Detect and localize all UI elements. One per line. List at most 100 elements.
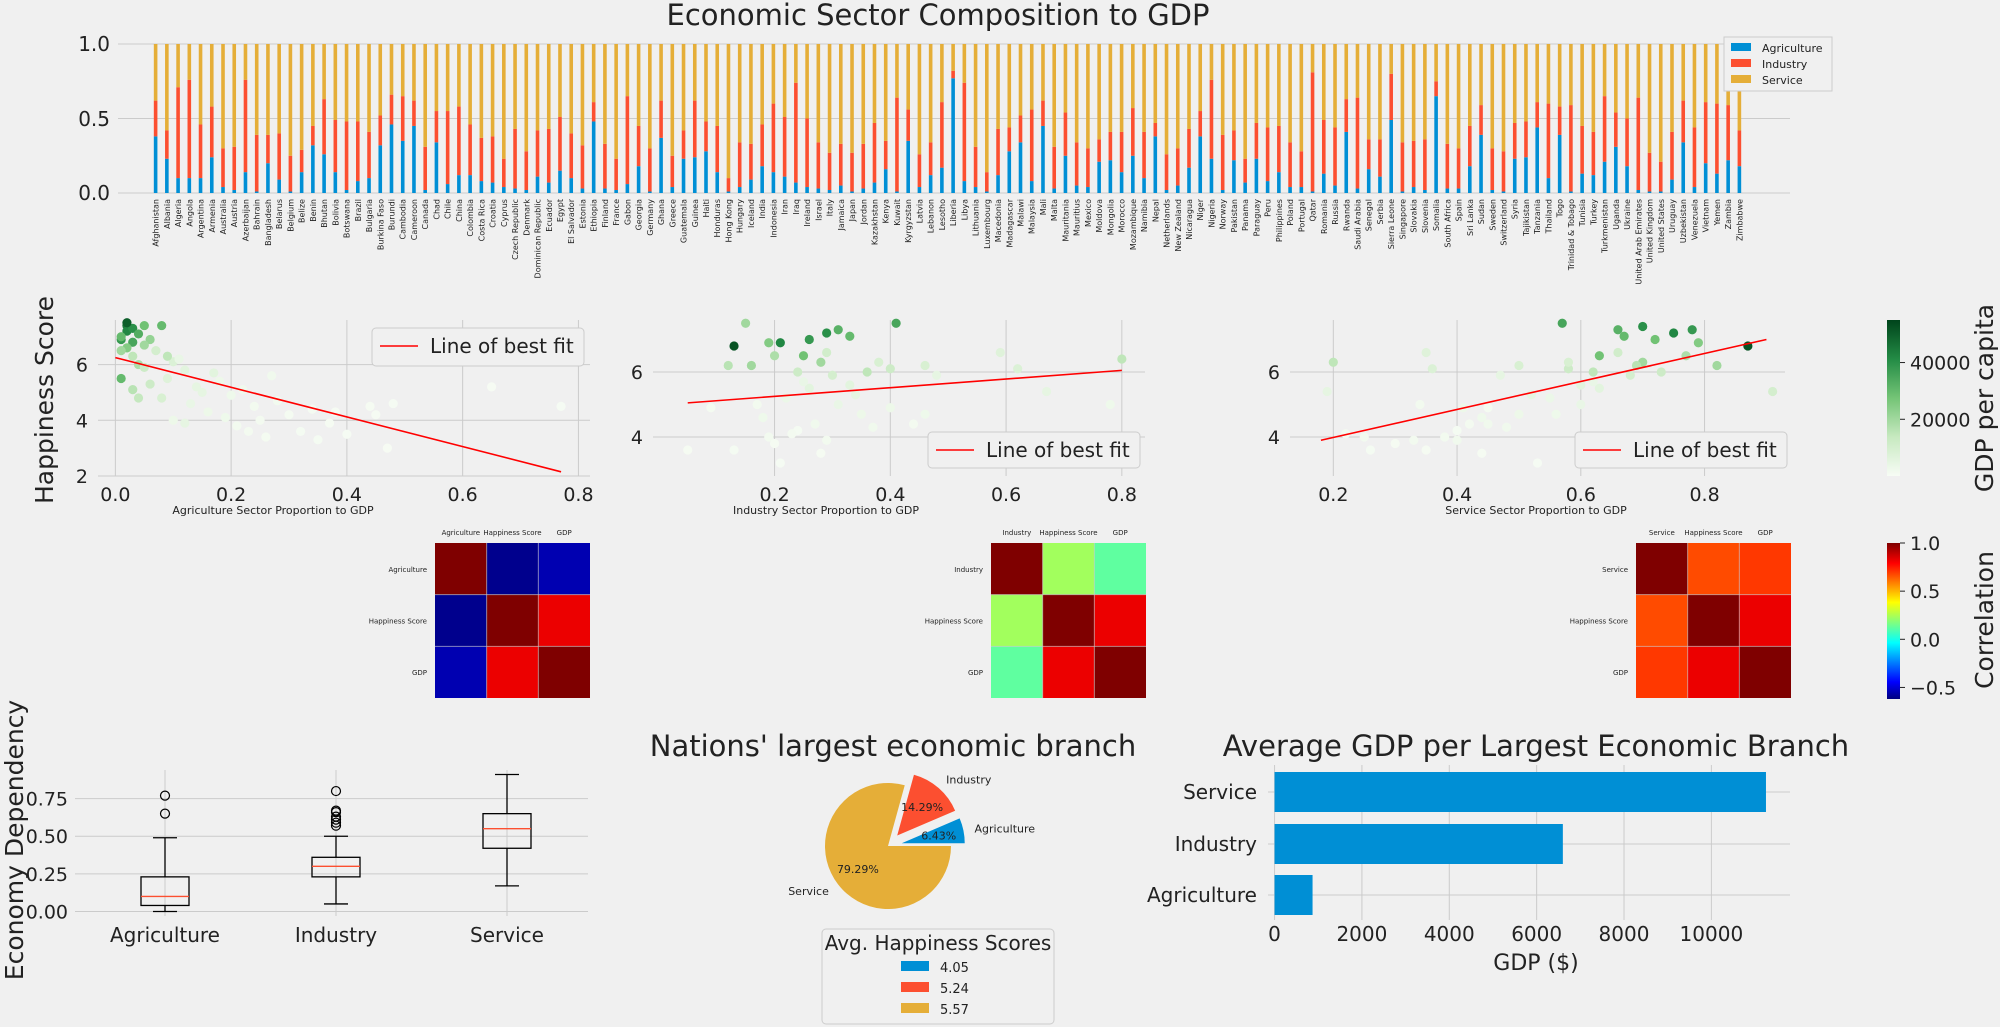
bar-service <box>1546 44 1551 104</box>
x-tick-label: Philippines <box>1275 199 1284 242</box>
bar-service <box>940 44 944 103</box>
x-tick-label: Moldova <box>1095 199 1104 233</box>
x-axis-label: GDP ($) <box>1493 951 1578 976</box>
scatter-point <box>810 419 820 429</box>
x-tick-label: Uganda <box>1612 199 1621 230</box>
bar-agriculture <box>1119 172 1124 193</box>
scatter-point <box>209 368 219 378</box>
x-tick-label: Burkina Faso <box>376 199 385 250</box>
bar-agriculture <box>513 188 517 193</box>
x-tick-label: Norway <box>1219 199 1228 230</box>
legend-label: 5.57 <box>940 1003 969 1018</box>
fit-line <box>1320 338 1767 442</box>
bar-agriculture <box>805 187 809 193</box>
bar-service <box>670 44 675 156</box>
bar-service <box>198 44 203 125</box>
bar-industry <box>1310 72 1315 192</box>
heatmap-cell <box>435 646 487 698</box>
x-tick-label: Gabon <box>623 199 632 225</box>
x-tick-label: Greece <box>668 199 677 228</box>
bar-agriculture <box>1546 178 1551 193</box>
legend-label: Industry <box>1762 58 1808 71</box>
scatter-point <box>1415 399 1425 410</box>
scatter-point <box>752 399 762 410</box>
bar-agriculture <box>1378 176 1382 193</box>
scatter-point <box>787 429 797 439</box>
bar-industry <box>311 125 315 146</box>
bar-service <box>973 44 978 147</box>
heatmap-cell <box>1687 594 1740 647</box>
x-tick-label: Guinea <box>691 199 700 227</box>
scatter-point <box>162 351 173 361</box>
bar-industry <box>580 145 585 189</box>
scatter-point <box>267 371 277 381</box>
bar-agriculture <box>1265 181 1270 193</box>
fit-line <box>687 369 1122 404</box>
scatter-point <box>128 351 138 361</box>
bar-agriculture <box>906 140 910 193</box>
bar-agriculture <box>232 190 237 193</box>
tick-labels: Agriculture Industry Service 0 2000 4000 6000 8… <box>1147 780 1743 946</box>
x-tick-label: 4000 <box>1424 922 1475 946</box>
bar-service <box>1535 44 1540 103</box>
bar-service <box>1512 44 1517 123</box>
heatmap-col-label: Happiness Score <box>1684 529 1742 537</box>
bar-industry <box>1636 97 1641 191</box>
bar-industry <box>1614 112 1618 147</box>
bar-agriculture <box>1400 191 1405 193</box>
bar-industry <box>1209 79 1214 159</box>
bar-agriculture <box>1681 142 1686 193</box>
x-tick-label: Belarus <box>275 199 284 229</box>
bar-agriculture <box>1310 191 1315 193</box>
x-tick-label: United States <box>1657 199 1666 253</box>
bar-agriculture <box>1411 187 1416 193</box>
x-tick-label: Saudi Arabia <box>1353 199 1362 250</box>
heatmap-cell <box>538 646 590 698</box>
bar-agriculture <box>1524 157 1528 193</box>
bar-service <box>1299 44 1304 152</box>
bar-service <box>1277 44 1281 126</box>
bar-service <box>648 44 652 149</box>
bar-service <box>861 44 866 144</box>
x-tick-label: Niger <box>1196 198 1205 220</box>
bar-agriculture <box>816 188 821 193</box>
bar-agriculture <box>355 181 360 193</box>
bar-agriculture <box>1557 134 1562 193</box>
bar-service <box>1164 44 1169 155</box>
scatter-point <box>203 407 213 417</box>
x-tick-label: Brazil <box>354 199 363 221</box>
bar-industry <box>670 155 675 188</box>
bar-agriculture <box>524 190 529 193</box>
bar-service <box>636 44 641 126</box>
bar-service <box>153 44 158 101</box>
outlier <box>159 790 171 801</box>
bar-agriculture <box>996 175 1000 193</box>
x-tick-label: Sri Lanka <box>1466 199 1475 236</box>
bar-industry <box>535 130 540 177</box>
bar-service <box>951 44 955 71</box>
scatter-point <box>891 318 901 328</box>
fit-line <box>115 356 562 473</box>
scatter-point <box>556 401 566 411</box>
x-tick-label: Service <box>470 923 544 947</box>
bar-service <box>872 44 877 123</box>
bar-industry <box>883 140 888 170</box>
bar-agriculture <box>1220 190 1225 193</box>
bar-industry <box>1187 128 1191 168</box>
heatmap-row-label: Agriculture <box>389 566 428 574</box>
scatter-point <box>151 346 161 356</box>
heatmap-cell <box>1636 594 1688 647</box>
x-tick-label: Malawi <box>1017 199 1026 227</box>
x-tick-label: Algeria <box>174 199 183 227</box>
bar-industry <box>378 115 383 146</box>
scatter-point <box>249 401 259 411</box>
y-tick-label: Agriculture <box>1147 883 1257 907</box>
y-tick-label: 2 <box>76 466 88 488</box>
x-tick-label: Slovenia <box>1421 199 1430 233</box>
bar-agriculture <box>726 191 731 193</box>
bar-service <box>1681 44 1686 101</box>
x-tick-label: 0.4 <box>332 484 362 506</box>
x-tick-label: Cameroon <box>410 199 419 240</box>
bar-service <box>1389 44 1393 74</box>
bar-service <box>1423 44 1427 140</box>
